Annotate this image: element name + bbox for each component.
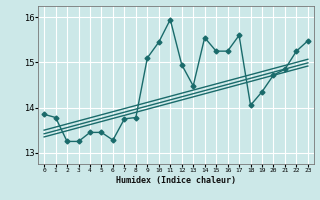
X-axis label: Humidex (Indice chaleur): Humidex (Indice chaleur) — [116, 176, 236, 185]
